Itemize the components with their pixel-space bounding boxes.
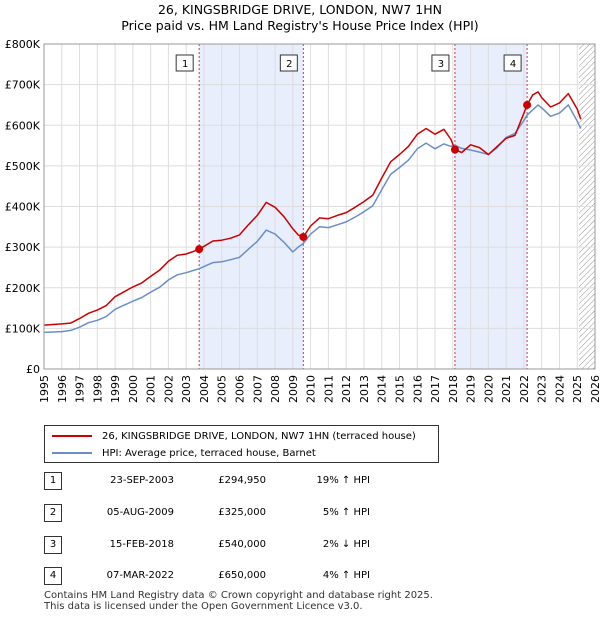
footer-line-licence: This data is licensed under the Open Gov… <box>44 601 363 612</box>
sale-price: £325,000 <box>218 507 266 518</box>
sale-price: £294,950 <box>218 475 266 486</box>
x-tick-label: 1995 <box>38 375 51 403</box>
x-tick-label: 2006 <box>234 375 247 403</box>
legend-swatch-property <box>52 435 92 437</box>
x-tick-label: 2025 <box>571 375 584 403</box>
sale-row: 2 05-AUG-2009 £325,000 5% ↑ HPI <box>44 504 404 524</box>
x-tick-label: 1996 <box>56 375 69 403</box>
x-tick-label: 2024 <box>553 375 566 403</box>
y-tick-label: £500K <box>5 160 41 173</box>
sale-row: 1 23-SEP-2003 £294,950 19% ↑ HPI <box>44 472 404 492</box>
x-tick-label: 2026 <box>589 375 600 403</box>
sale-number-badge: 2 <box>44 504 62 522</box>
x-tick-label: 2001 <box>145 375 158 403</box>
sale-hpi-diff: 2% ↓ HPI <box>322 539 370 550</box>
chart-title-block: 26, KINGSBRIDGE DRIVE, LONDON, NW7 1HN P… <box>0 2 600 34</box>
sale-number-badge: 1 <box>44 472 62 490</box>
y-tick-label: £100K <box>5 322 41 335</box>
sale-point <box>299 232 308 241</box>
x-tick-label: 1998 <box>91 375 104 403</box>
x-tick-label: 1999 <box>109 375 122 403</box>
chart-title: 26, KINGSBRIDGE DRIVE, LONDON, NW7 1HN <box>157 2 443 17</box>
sale-price: £650,000 <box>218 570 266 581</box>
x-tick-label: 2000 <box>127 375 140 403</box>
sale-date: 15-FEB-2018 <box>109 539 174 550</box>
x-tick-label: 2003 <box>180 375 193 403</box>
x-tick-label: 2018 <box>447 375 460 403</box>
x-tick-label: 2017 <box>429 375 442 403</box>
x-tick-label: 2019 <box>465 375 478 403</box>
sale-row: 3 15-FEB-2018 £540,000 2% ↓ HPI <box>44 536 404 556</box>
sale-date: 07-MAR-2022 <box>106 570 174 581</box>
x-tick-label: 2007 <box>251 375 264 403</box>
footer-attribution: Contains HM Land Registry data © Crown c… <box>44 590 433 612</box>
chart-legend: 26, KINGSBRIDGE DRIVE, LONDON, NW7 1HN (… <box>44 425 439 463</box>
sale-point <box>450 145 459 154</box>
x-tick-label: 2013 <box>358 375 371 403</box>
sale-date: 23-SEP-2003 <box>110 475 174 486</box>
sale-label-number: 4 <box>510 59 516 70</box>
x-tick-label: 2011 <box>322 375 335 403</box>
x-tick-label: 2023 <box>536 375 549 403</box>
x-tick-label: 2022 <box>518 375 531 403</box>
sale-price: £540,000 <box>218 539 266 550</box>
x-tick-label: 2015 <box>393 375 406 403</box>
sale-label-box <box>503 54 522 72</box>
y-tick-label: £400K <box>5 201 41 214</box>
x-tick-label: 2020 <box>482 375 495 403</box>
sale-label-box <box>175 54 194 72</box>
x-tick-label: 2012 <box>340 375 353 403</box>
sale-point <box>195 245 204 254</box>
legend-label-property: 26, KINGSBRIDGE DRIVE, LONDON, NW7 1HN (… <box>102 430 416 442</box>
x-tick-label: 2002 <box>162 375 175 403</box>
x-tick-label: 2008 <box>269 375 282 403</box>
price-chart: 1 2 3 4 £0 £100K £200K £300K £400K £500K £600K £700… <box>5 38 600 403</box>
series-line-hpi <box>43 104 582 334</box>
sale-hpi-diff: 5% ↑ HPI <box>322 507 370 518</box>
sale-point <box>523 100 532 109</box>
y-tick-label: £700K <box>5 79 41 92</box>
sale-hpi-diff: 19% ↑ HPI <box>316 475 370 486</box>
x-tick-label: 2021 <box>500 375 513 403</box>
sale-label-number: 3 <box>438 59 444 70</box>
legend-label-hpi: HPI: Average price, terraced house, Barn… <box>102 447 316 459</box>
sale-hpi-diff: 4% ↑ HPI <box>322 570 370 581</box>
series-line-property <box>43 91 582 326</box>
y-tick-label: £600K <box>5 119 41 132</box>
sale-date: 05-AUG-2009 <box>106 507 174 518</box>
y-tick-label: £0 <box>26 363 40 376</box>
x-tick-label: 2004 <box>198 375 211 403</box>
legend-swatch-hpi <box>52 452 92 454</box>
y-tick-label: £200K <box>5 282 41 295</box>
legend-item-hpi: HPI: Average price, terraced house, Barn… <box>45 445 316 461</box>
plot-border <box>43 43 596 370</box>
chart-subtitle: Price paid vs. HM Land Registry's House … <box>121 18 479 33</box>
y-tick-label: £800K <box>5 38 41 51</box>
sale-label-number: 2 <box>286 59 292 70</box>
sale-row: 4 07-MAR-2022 £650,000 4% ↑ HPI <box>44 567 404 587</box>
sale-label-box <box>431 54 450 72</box>
footer-line-copyright: Contains HM Land Registry data © Crown c… <box>44 590 433 601</box>
sale-label-number: 1 <box>182 59 188 70</box>
sale-number-badge: 3 <box>44 536 62 554</box>
x-tick-label: 2009 <box>287 375 300 403</box>
x-tick-label: 2005 <box>216 375 229 403</box>
sale-number-badge: 4 <box>44 567 62 585</box>
legend-item-property: 26, KINGSBRIDGE DRIVE, LONDON, NW7 1HN (… <box>45 428 416 444</box>
x-tick-label: 2016 <box>411 375 424 403</box>
y-tick-label: £300K <box>5 241 41 254</box>
x-tick-label: 1997 <box>74 375 87 403</box>
sale-label-box <box>279 54 298 72</box>
x-tick-label: 2014 <box>376 375 389 403</box>
x-tick-label: 2010 <box>305 375 318 403</box>
